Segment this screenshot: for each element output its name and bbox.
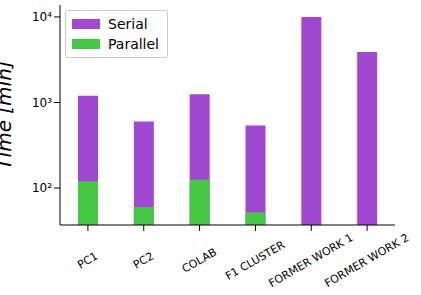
svg-text:COLAB: COLAB	[180, 245, 219, 275]
svg-text:FORMER WORK 1: FORMER WORK 1	[266, 231, 356, 290]
html-text:Parallel: Parallel	[108, 36, 159, 52]
svg-text:10³: 10³	[32, 96, 52, 110]
svg-text:F1 CLUSTER: F1 CLUSTER	[223, 238, 288, 283]
svg-text:FORMER WORK 2: FORMER WORK 2	[322, 231, 411, 290]
svg-text:10²: 10²	[32, 181, 52, 195]
svg-text:Time [min]: Time [min]	[8, 60, 16, 169]
svg-text:PC2: PC2	[131, 250, 156, 272]
svg-text:10⁴: 10⁴	[32, 10, 52, 24]
svg-text:PC1: PC1	[75, 250, 100, 272]
html-text:Serial: Serial	[108, 16, 148, 32]
